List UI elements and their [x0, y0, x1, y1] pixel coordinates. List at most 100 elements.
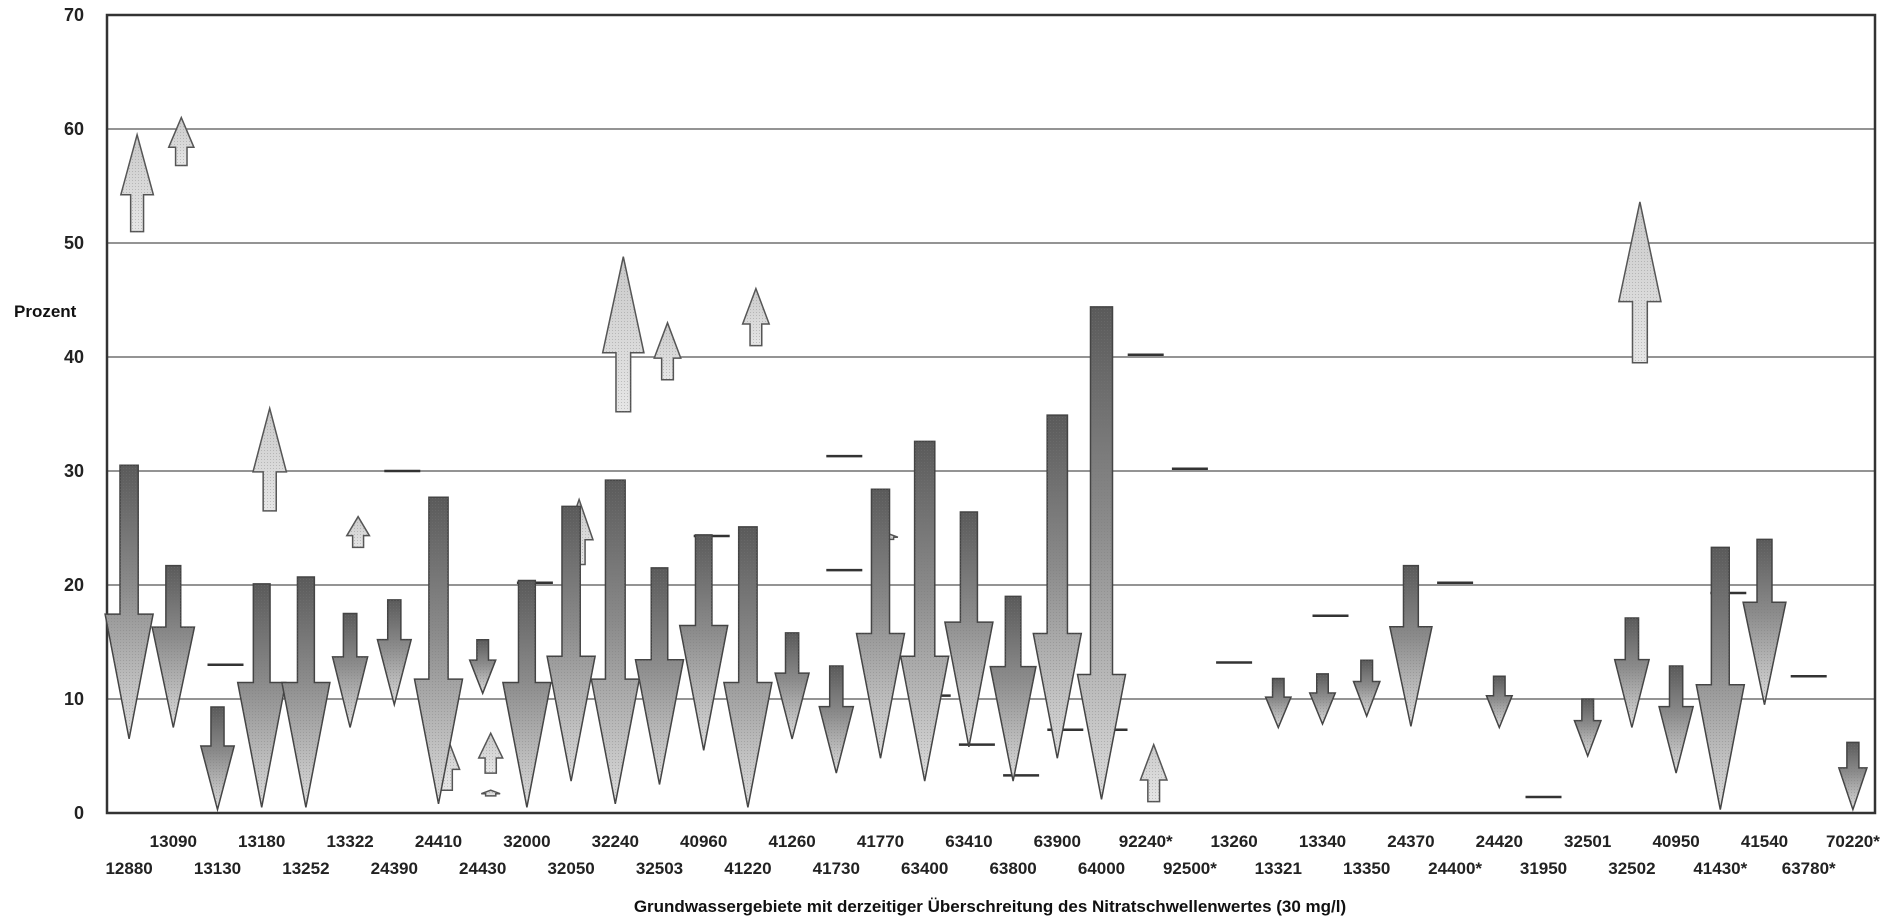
x-tick-label: 32502: [1608, 859, 1655, 878]
x-tick-label: 13340: [1299, 832, 1346, 851]
arrow-texture: [819, 665, 854, 774]
arrow-texture: [120, 134, 154, 232]
arrow-texture: [900, 441, 949, 782]
arrow-texture: [654, 322, 681, 380]
y-axis-title: Prozent: [14, 302, 77, 321]
x-tick-label: 24400*: [1428, 859, 1482, 878]
arrow-texture: [1140, 744, 1167, 802]
arrow-texture: [1033, 415, 1082, 759]
arrow-texture: [742, 288, 770, 346]
arrow-texture: [478, 733, 503, 774]
x-tick-label: 32503: [636, 859, 683, 878]
arrow-texture: [1618, 201, 1661, 363]
x-tick-label: 24390: [371, 859, 418, 878]
x-tick-label: 13260: [1210, 832, 1257, 851]
x-tick-label: 13090: [150, 832, 197, 851]
x-tick-label: 92240*: [1119, 832, 1173, 851]
x-tick-label: 13180: [238, 832, 285, 851]
x-tick-label: 41540: [1741, 832, 1788, 851]
x-tick-label: 63400: [901, 859, 948, 878]
arrow-texture: [469, 639, 496, 694]
x-tick-label: 41730: [813, 859, 860, 878]
x-tick-label: 40960: [680, 832, 727, 851]
y-tick-label: 20: [64, 575, 84, 595]
y-tick-label: 50: [64, 233, 84, 253]
arrow-texture: [602, 256, 644, 412]
x-tick-label: 70220*: [1826, 832, 1880, 851]
arrow-texture: [944, 512, 993, 747]
arrow-texture: [1696, 547, 1745, 810]
arrow-texture: [1389, 565, 1432, 727]
arrow-texture: [1614, 618, 1650, 728]
arrow-texture: [105, 465, 154, 739]
arrow-texture: [1077, 306, 1126, 800]
arrow-texture: [1309, 673, 1336, 725]
y-tick-label: 60: [64, 119, 84, 139]
arrow-texture: [723, 526, 772, 808]
y-tick-label: 0: [74, 803, 84, 823]
arrow-texture: [253, 408, 287, 511]
x-tick-label: 63900: [1034, 832, 1081, 851]
x-tick-label: 92500*: [1163, 859, 1217, 878]
arrow-texture: [332, 613, 368, 728]
arrow-texture: [1353, 660, 1380, 717]
arrow-texture: [1659, 665, 1694, 774]
arrow-texture: [237, 583, 286, 808]
arrow-texture: [679, 534, 728, 751]
y-tick-label: 40: [64, 347, 84, 367]
x-tick-label: 41260: [768, 832, 815, 851]
arrow-texture: [281, 577, 330, 808]
arrow-texture: [346, 516, 370, 548]
x-tick-label: 32050: [547, 859, 594, 878]
arrow-texture: [775, 632, 810, 739]
arrow-texture: [1838, 742, 1867, 810]
arrow-texture: [1486, 676, 1513, 728]
x-tick-label: 63410: [945, 832, 992, 851]
x-tick-label: 31950: [1520, 859, 1567, 878]
arrow-texture: [200, 706, 235, 810]
y-tick-label: 70: [64, 5, 84, 25]
x-axis-title: Grundwassergebiete mit derzeitiger Übers…: [634, 897, 1346, 916]
arrow-texture: [502, 580, 551, 808]
x-tick-label: 13350: [1343, 859, 1390, 878]
x-tick-label: 63800: [989, 859, 1036, 878]
y-tick-label: 10: [64, 689, 84, 709]
y-tick-label: 30: [64, 461, 84, 481]
arrow-texture: [635, 567, 684, 785]
x-tick-label: 32501: [1564, 832, 1611, 851]
x-tick-label: 24410: [415, 832, 462, 851]
arrow-texture: [481, 790, 501, 796]
y-axis-ticks: 0 10 20 30 40 50 60 70: [64, 5, 84, 823]
x-tick-label: 41220: [724, 859, 771, 878]
arrow-texture: [856, 489, 905, 759]
x-tick-label: 13322: [326, 832, 373, 851]
x-tick-label: 13252: [282, 859, 329, 878]
arrow-texture: [591, 480, 640, 804]
arrow-texture: [1574, 699, 1601, 756]
arrow-texture: [990, 596, 1036, 782]
arrow-texture: [547, 506, 596, 782]
x-tick-label: 12880: [105, 859, 152, 878]
x-tick-label: 24370: [1387, 832, 1434, 851]
arrow-texture: [1265, 678, 1291, 728]
arrow-texture: [414, 497, 463, 804]
x-tick-label: 32000: [503, 832, 550, 851]
x-tick-label: 13130: [194, 859, 241, 878]
x-tick-label: 64000: [1078, 859, 1125, 878]
arrow-marks: [104, 115, 1868, 813]
x-tick-label: 40950: [1652, 832, 1699, 851]
x-tick-label: 24420: [1476, 832, 1523, 851]
x-tick-label: 32240: [592, 832, 639, 851]
arrow-texture: [152, 565, 195, 728]
arrow-texture: [168, 117, 194, 166]
arrow-texture: [1743, 539, 1786, 705]
x-tick-label: 13321: [1255, 859, 1302, 878]
x-tick-label: 41770: [857, 832, 904, 851]
x-tick-label: 63780*: [1782, 859, 1836, 878]
arrow-texture: [377, 599, 412, 705]
x-tick-label: 41430*: [1693, 859, 1747, 878]
gridlines: [107, 128, 1875, 700]
plot-frame: [105, 13, 1877, 815]
x-axis-category-labels: 12880 13090 13130 13180 13252 13322 24390 24410…: [105, 832, 1880, 878]
